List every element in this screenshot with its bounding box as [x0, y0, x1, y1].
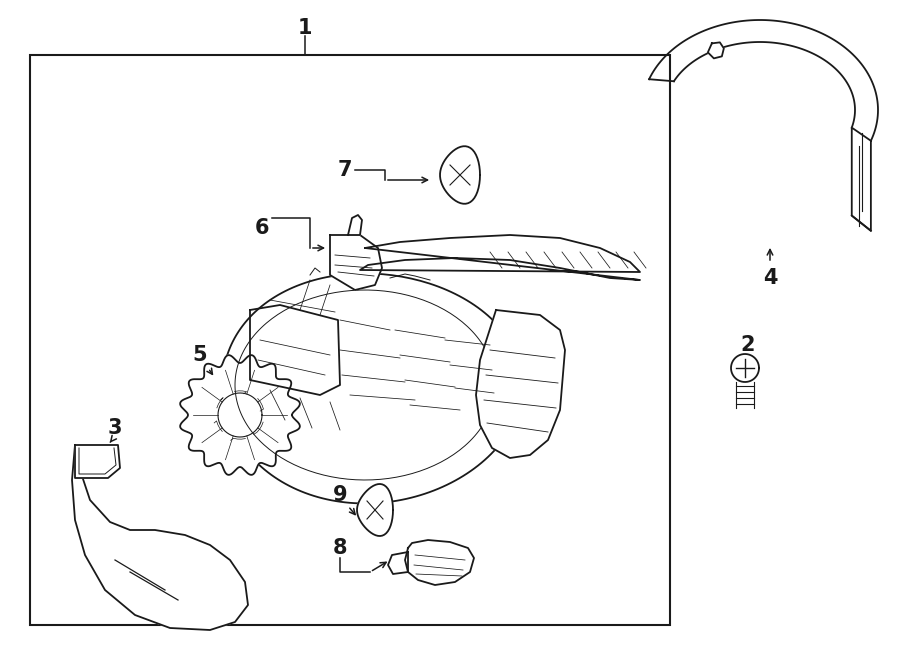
Polygon shape [348, 215, 362, 235]
Polygon shape [476, 310, 565, 458]
Polygon shape [405, 540, 474, 585]
Polygon shape [731, 354, 759, 382]
Text: 2: 2 [741, 335, 755, 355]
Polygon shape [388, 552, 408, 574]
Polygon shape [708, 42, 724, 58]
Polygon shape [440, 146, 480, 204]
Polygon shape [330, 235, 382, 290]
Text: 4: 4 [763, 268, 778, 288]
Polygon shape [222, 273, 523, 503]
Text: 5: 5 [193, 345, 207, 365]
Polygon shape [180, 355, 300, 475]
Bar [30, 55, 670, 625]
Polygon shape [851, 128, 871, 231]
Text: 9: 9 [333, 485, 347, 505]
Text: 6: 6 [255, 218, 269, 238]
Polygon shape [360, 235, 640, 280]
Text: 8: 8 [333, 538, 347, 558]
Polygon shape [357, 484, 393, 536]
Polygon shape [72, 445, 248, 630]
Text: 3: 3 [108, 418, 122, 438]
Text: 7: 7 [338, 160, 352, 180]
Text: 1: 1 [298, 18, 312, 38]
Polygon shape [75, 445, 120, 478]
